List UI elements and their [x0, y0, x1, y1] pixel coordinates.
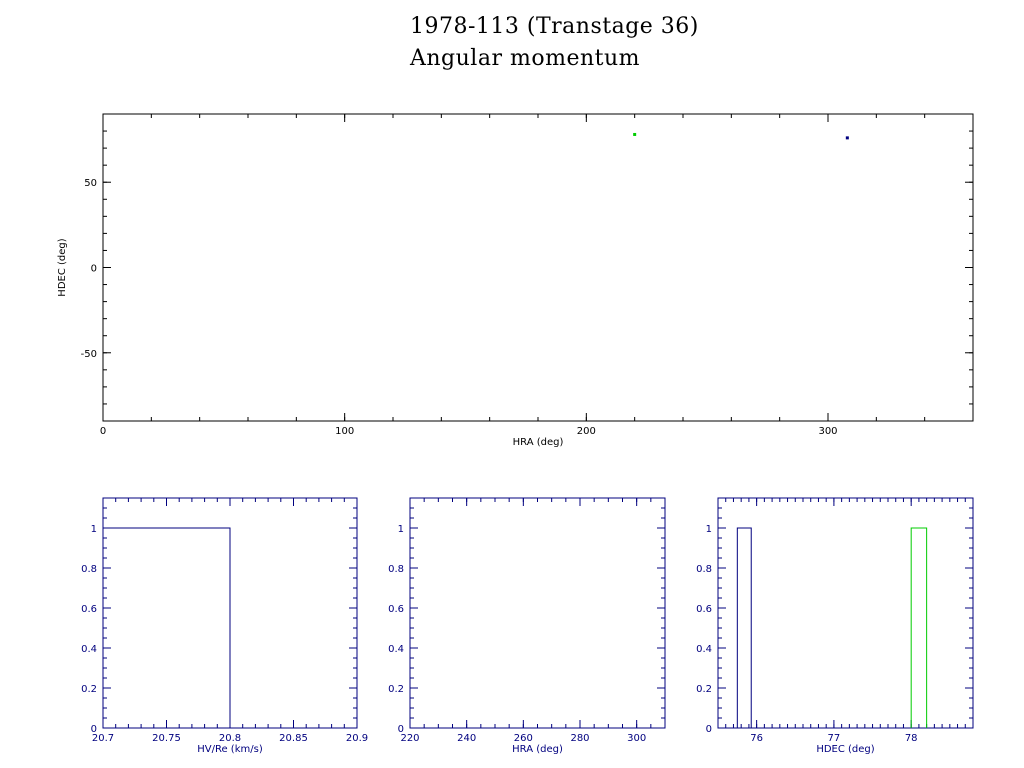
chart2-ytick-label: 0.6 [388, 604, 404, 615]
chart3-ytick-label: 0 [706, 724, 712, 735]
chart1-xlabel: HV/Re (km/s) [197, 744, 263, 755]
chart1-xtick-label: 20.7 [92, 733, 114, 744]
chart2-frame [409, 497, 666, 729]
chart-title: 1978-113 (Transtage 36) [410, 14, 699, 39]
chart3-bar [736, 527, 752, 728]
chart1-ytick-label: 0.2 [81, 684, 97, 695]
chart3-ytick-label: 0.6 [696, 604, 712, 615]
chart1-xtick-label: 20.75 [152, 733, 181, 744]
chart1-ytick-label: 0.8 [81, 564, 97, 575]
chart0-xtick-label: 100 [335, 426, 354, 437]
chart1-ytick-label: 0.4 [81, 644, 97, 655]
chart3-ytick-label: 0.8 [696, 564, 712, 575]
chart2-xtick-label: 260 [514, 733, 533, 744]
chart1-ytick-label: 0 [91, 724, 97, 735]
chart2-xtick-label: 240 [457, 733, 476, 744]
chart1-ytick-label: 0.6 [81, 604, 97, 615]
chart2-ytick-label: 0 [398, 724, 404, 735]
chart1-xtick-label: 20.9 [346, 733, 368, 744]
chart0-xtick-label: 300 [818, 426, 837, 437]
chart2-ytick-label: 0.4 [388, 644, 404, 655]
chart3-xtick-label: 76 [750, 733, 763, 744]
chart0-ytick-label: 0 [91, 264, 97, 275]
chart2-xtick-label: 280 [570, 733, 589, 744]
chart0-xtick-label: 200 [577, 426, 596, 437]
chart3-xtick-label: 78 [905, 733, 918, 744]
chart0-xtick-label: 0 [100, 426, 106, 437]
chart2-ytick-label: 1 [398, 524, 404, 535]
chart2-xlabel: HRA (deg) [512, 744, 563, 755]
chart-subtitle: Angular momentum [410, 46, 640, 71]
chart1-bar [102, 527, 231, 728]
chart1-ytick-label: 1 [91, 524, 97, 535]
chart3-ytick-label: 1 [706, 524, 712, 535]
chart2-xtick-label: 220 [400, 733, 419, 744]
chart3-ytick-label: 0.2 [696, 684, 712, 695]
chart0-xlabel: HRA (deg) [513, 437, 564, 448]
chart3-frame [717, 497, 974, 729]
chart2-xtick-label: 300 [627, 733, 646, 744]
chart1-xtick-label: 20.85 [279, 733, 308, 744]
chart3-bar [910, 527, 928, 728]
chart0-ylabel: HDEC (deg) [57, 238, 68, 296]
chart2-ytick-label: 0.8 [388, 564, 404, 575]
chart0-ytick-label: 50 [84, 178, 97, 189]
chart2-ytick-label: 0.2 [388, 684, 404, 695]
chart0-ytick-label: -50 [81, 349, 97, 360]
chart0-point [845, 136, 849, 140]
chart3-xlabel: HDEC (deg) [816, 744, 874, 755]
chart3-ytick-label: 0.4 [696, 644, 712, 655]
chart0-frame [102, 113, 974, 422]
chart1-xtick-label: 20.8 [219, 733, 241, 744]
chart0-point [633, 132, 637, 136]
chart3-xtick-label: 77 [828, 733, 841, 744]
